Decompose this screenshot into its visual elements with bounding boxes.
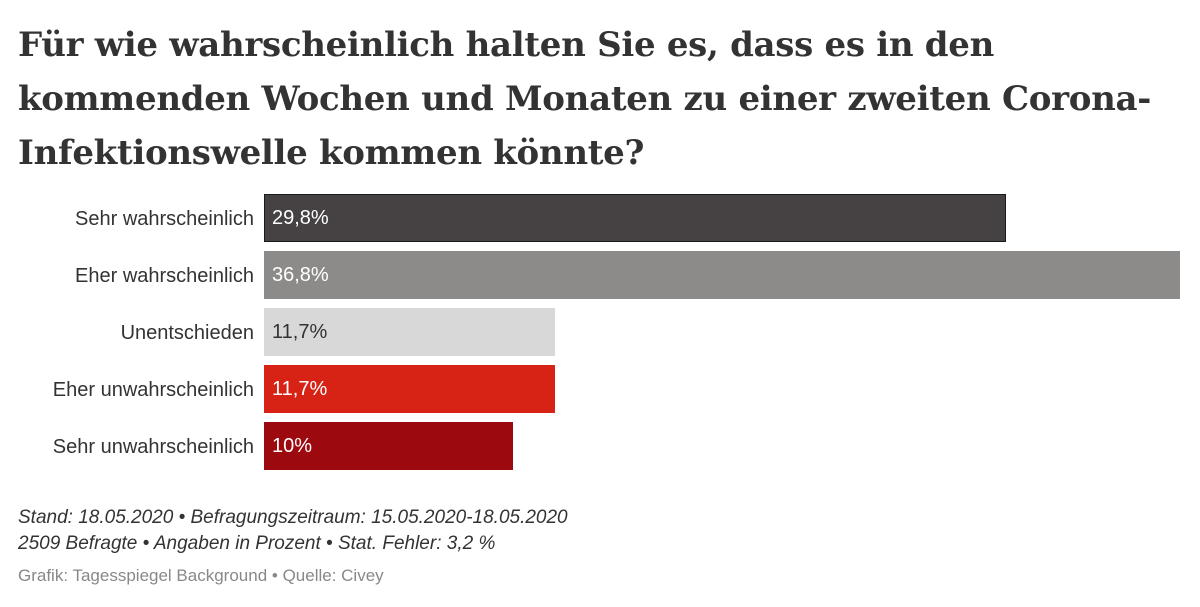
footer-befragte: 2509 Befragte • Angaben in Prozent • Sta… — [18, 533, 496, 554]
bar — [264, 422, 513, 470]
chart-title: Für wie wahrscheinlich halten Sie es, da… — [18, 25, 1152, 173]
bar-row: Unentschieden 11,7% — [0, 308, 1200, 358]
category-label: Eher unwahrscheinlich — [52, 379, 254, 401]
bar — [264, 365, 555, 413]
bar-row: Sehr wahrscheinlich 29,8% — [0, 194, 1200, 244]
category-label: Unentschieden — [120, 322, 254, 344]
category-label: Sehr wahrscheinlich — [75, 208, 254, 230]
bar — [264, 308, 555, 356]
footer-stand: Stand: 18.05.2020 • Befragungszeitraum: … — [18, 507, 568, 528]
category-label: Sehr unwahrscheinlich — [52, 436, 254, 458]
value-label: 10% — [272, 435, 313, 457]
bar-row: Eher unwahrscheinlich 11,7% — [0, 365, 1200, 415]
bar — [264, 251, 1180, 299]
bar — [264, 194, 1006, 242]
category-label: Eher wahrscheinlich — [75, 265, 254, 287]
value-label: 29,8% — [272, 207, 329, 229]
bar-row: Sehr unwahrscheinlich 10% — [0, 422, 1200, 472]
footer-source: Grafik: Tagesspiegel Background • Quelle… — [18, 566, 384, 585]
bar-chart: Sehr wahrscheinlich 29,8% Eher wahrscheinl… — [0, 190, 1200, 480]
value-label: 11,7% — [272, 321, 328, 343]
value-label: 36,8% — [272, 264, 329, 286]
value-label: 11,7% — [272, 378, 328, 400]
bar-row: Eher wahrscheinlich 36,8% — [0, 251, 1200, 301]
